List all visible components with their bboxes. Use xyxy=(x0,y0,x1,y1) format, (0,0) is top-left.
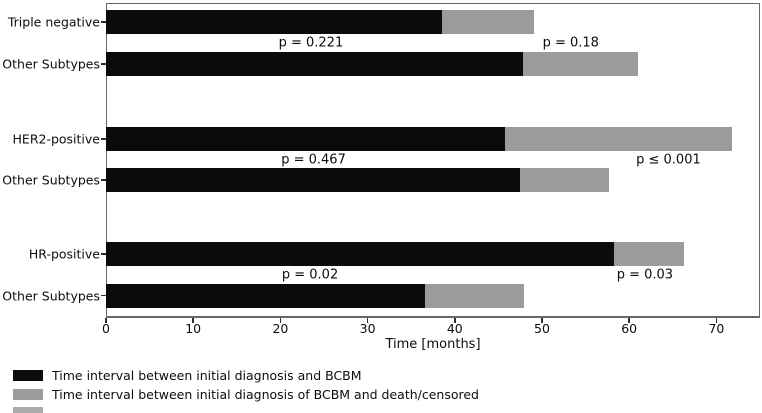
category-label-3: Other Subtypes xyxy=(2,172,100,188)
bar-segment-bcbm-to-death xyxy=(522,52,638,76)
bar-row-5 xyxy=(106,283,524,308)
x-tick-label: 70 xyxy=(708,321,725,336)
x-axis-tick xyxy=(192,318,194,323)
x-axis-title: Time [months] xyxy=(385,337,481,352)
x-axis-tick xyxy=(105,318,107,323)
x-axis-tick xyxy=(279,318,282,323)
category-label-1: Other Subtypes xyxy=(2,56,100,72)
category-label-0: Triple negative xyxy=(7,14,100,30)
bar-segment-bcbm-to-death xyxy=(441,10,535,34)
bar-segment-diagnosis-to-bcbm xyxy=(106,168,521,192)
bar-segment-diagnosis-to-bcbm xyxy=(106,52,523,76)
y-axis-tick xyxy=(100,179,106,181)
legend-swatch-cutoff-icon xyxy=(13,407,43,413)
y-axis-tick xyxy=(100,253,106,255)
x-tick-label: 30 xyxy=(359,321,376,336)
y-axis-tick xyxy=(100,21,106,23)
x-tick-label: 10 xyxy=(185,321,202,336)
x-axis-tick xyxy=(628,318,630,323)
bar-segment-bcbm-to-death xyxy=(425,283,524,308)
category-label-4: HR-positive xyxy=(28,246,100,262)
bar-segment-diagnosis-to-bcbm xyxy=(106,283,426,308)
x-tick-label: 0 xyxy=(102,321,110,336)
bar-segment-diagnosis-to-bcbm xyxy=(106,10,442,34)
x-axis-tick xyxy=(715,318,718,323)
x-axis-tick xyxy=(366,318,369,323)
legend: Time interval between initial diagnosis … xyxy=(13,367,479,407)
legend-swatch-icon xyxy=(13,369,43,381)
legend-label: Time interval between initial diagnosis … xyxy=(52,367,362,383)
x-tick-label: 40 xyxy=(446,321,463,336)
bar-segment-bcbm-to-death xyxy=(613,242,685,266)
p-value-label-1: p = 0.18 xyxy=(542,35,599,51)
category-label-5: Other Subtypes xyxy=(2,288,100,303)
x-tick-label: 60 xyxy=(621,321,638,336)
bar-segment-bcbm-to-death xyxy=(520,168,610,192)
p-value-label-5: p = 0.03 xyxy=(616,267,674,282)
y-axis-tick xyxy=(100,63,106,65)
p-value-label-4: p = 0.02 xyxy=(281,267,339,282)
bar-row-1 xyxy=(106,52,638,76)
legend-swatch-icon xyxy=(13,388,43,400)
x-tick-label: 20 xyxy=(272,321,289,336)
y-axis-tick xyxy=(100,138,106,140)
p-value-label-2: p = 0.467 xyxy=(281,152,346,167)
legend-row-0: Time interval between initial diagnosis … xyxy=(13,367,479,383)
x-tick-label: 50 xyxy=(534,321,550,336)
bar-segment-diagnosis-to-bcbm xyxy=(106,127,505,151)
bar-segment-diagnosis-to-bcbm xyxy=(106,242,614,266)
bar-row-2 xyxy=(106,127,733,151)
p-value-label-0: p = 0.221 xyxy=(278,35,344,51)
bar-segment-bcbm-to-death xyxy=(504,127,733,151)
bar-row-0 xyxy=(106,10,535,34)
x-axis-tick xyxy=(541,318,543,323)
category-label-2: HER2-positive xyxy=(12,131,100,147)
legend-row-1: Time interval between initial diagnosis … xyxy=(13,386,479,402)
legend-label: Time interval between initial diagnosis … xyxy=(52,386,479,402)
y-axis-tick xyxy=(100,294,106,297)
p-value-label-3: p ≤ 0.001 xyxy=(636,152,701,167)
bar-row-4 xyxy=(106,242,685,266)
bar-row-3 xyxy=(106,168,610,192)
x-axis-tick xyxy=(454,318,456,323)
